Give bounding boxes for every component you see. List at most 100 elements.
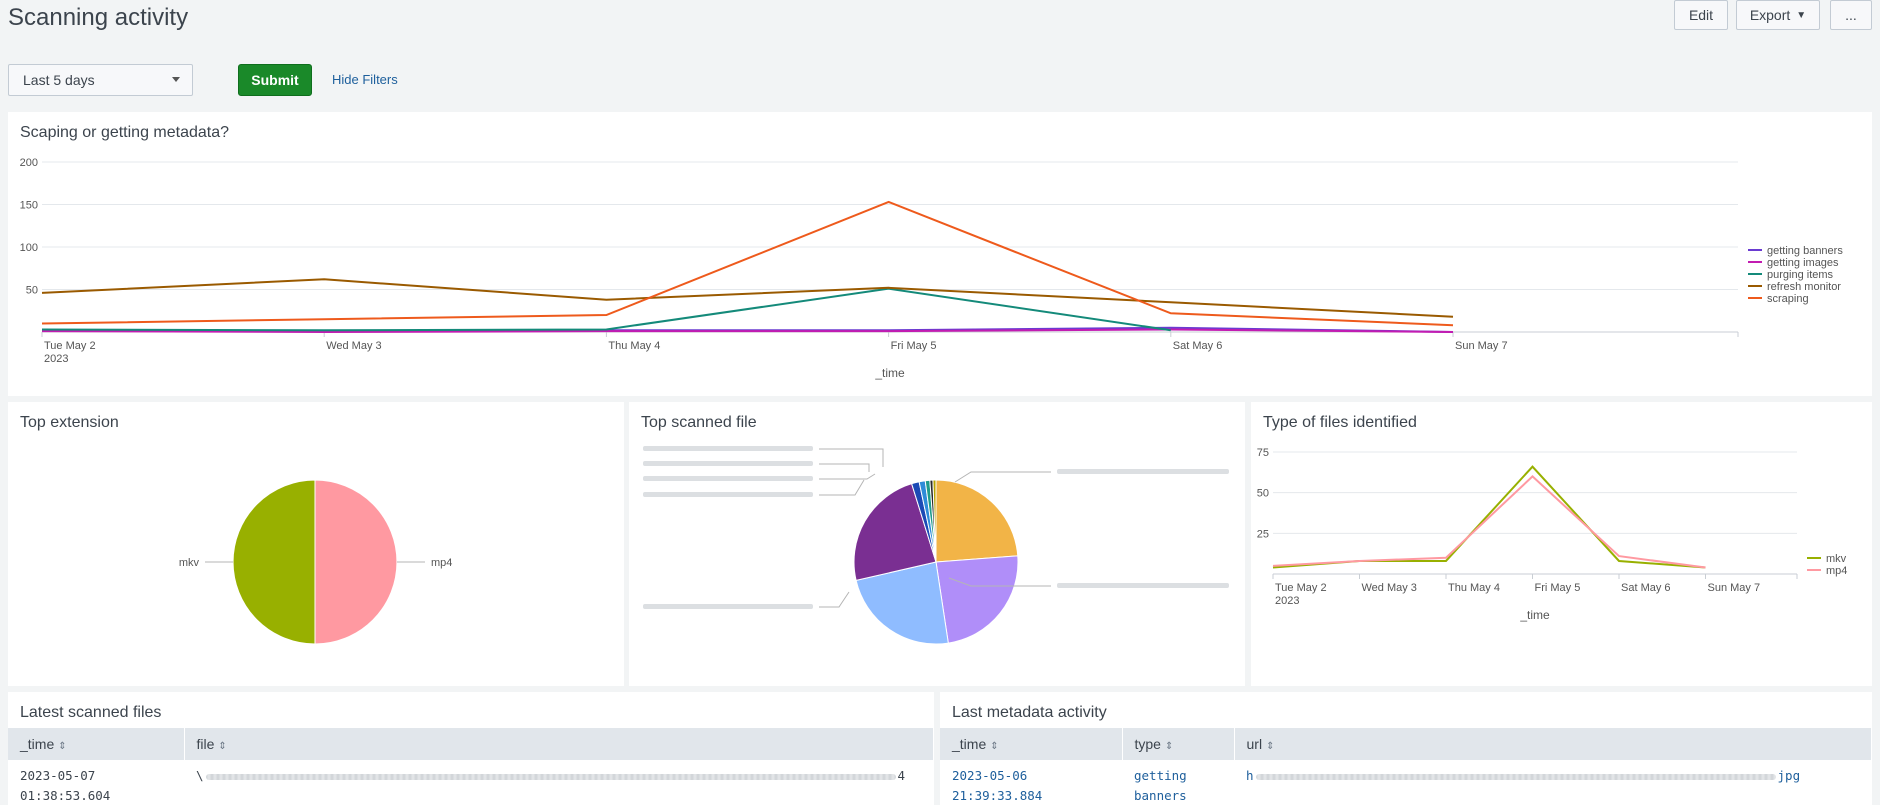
table-row[interactable]: 2023-05-07 01:38:53.604 \ 4 <box>8 760 934 805</box>
x-tick-label: Thu May 4 <box>1448 582 1500 594</box>
column-label: url <box>1246 736 1263 752</box>
submit-button[interactable]: Submit <box>238 64 312 96</box>
series-line-getting-images <box>41 328 1454 334</box>
redacted-text <box>205 773 896 780</box>
panel-title: Top extension <box>20 414 119 431</box>
y-tick-label: 50 <box>1257 488 1269 500</box>
extension-pie-chart: mp4 mkv <box>179 479 452 645</box>
redacted-label <box>643 446 813 451</box>
y-tick-label: 150 <box>20 200 38 212</box>
legend-label: purging items <box>1767 269 1834 281</box>
x-tick-label: Fri May 5 <box>891 340 937 352</box>
url-suffix[interactable]: jpg <box>1777 768 1801 783</box>
pie-slice-mp4 <box>314 479 398 645</box>
time-date: 2023-05-07 <box>20 768 96 783</box>
scanned-file-pie-chart <box>643 446 1229 645</box>
y-tick-label: 75 <box>1257 447 1269 459</box>
redacted-label <box>1057 583 1229 588</box>
x-tick-label: Fri May 5 <box>1535 582 1581 594</box>
legend-label: mkv <box>1826 553 1847 565</box>
latest-files-panel: Latest scanned files _time ⇕ file ⇕ 2023-0… <box>8 692 934 805</box>
more-button[interactable]: ... <box>1830 0 1872 30</box>
series-line-refresh-monitor <box>41 278 1454 318</box>
leader-line <box>819 473 876 480</box>
sort-icon: ⇕ <box>58 741 67 752</box>
leader-line <box>954 471 1051 483</box>
time-clock[interactable]: 21:39:33.884 <box>952 788 1043 803</box>
pie-slice <box>855 561 949 645</box>
page-title: Scanning activity <box>8 4 189 31</box>
redacted-label <box>1057 469 1229 474</box>
pie-label: mp4 <box>431 557 452 569</box>
pie-slice <box>932 479 937 563</box>
metadata-panel: Last metadata activity _time ⇕ type ⇕ url ⇕… <box>940 692 1872 805</box>
series-line-mp4 <box>1272 475 1706 569</box>
column-label: type <box>1134 736 1161 752</box>
redacted-label <box>643 461 813 466</box>
x-tick-label: Sat May 6 <box>1173 340 1223 352</box>
export-label: Export <box>1749 7 1791 23</box>
column-header-time[interactable]: _time ⇕ <box>940 728 1123 760</box>
extension-panel: Top extension mp4 mkv <box>8 402 624 686</box>
file-types-panel: Type of files identified 25 50 75 Tue May 2… <box>1251 402 1872 686</box>
x-axis-title: _time <box>1519 608 1550 622</box>
caret-down-icon: ▼ <box>1796 9 1807 21</box>
submit-label: Submit <box>251 72 299 88</box>
type-line2[interactable]: banners <box>1134 788 1187 803</box>
redacted-label <box>643 476 813 481</box>
panel-title: Scaping or getting metadata? <box>20 124 230 141</box>
x-tick-label: Tue May 2 <box>44 340 96 352</box>
file-prefix: \ <box>196 768 204 783</box>
panel-title: Last metadata activity <box>952 704 1107 721</box>
redacted-label <box>643 604 813 609</box>
column-header-url[interactable]: url ⇕ <box>1234 728 1872 760</box>
pie-slice-mkv <box>232 479 316 645</box>
leader-line <box>819 448 884 467</box>
pie-slice <box>935 479 1019 563</box>
x-tick-label: Tue May 2 <box>1275 582 1327 594</box>
legend-label: getting images <box>1767 257 1839 269</box>
leader-line <box>948 577 1051 587</box>
pie-slice <box>935 555 1019 644</box>
url-cell: h jpg <box>1234 760 1872 805</box>
leader-line <box>819 591 850 608</box>
legend-label: refresh monitor <box>1767 281 1841 293</box>
series-line-scraping <box>41 200 1454 327</box>
leader-line <box>819 463 870 472</box>
file-types-line-chart: 25 50 75 Tue May 2 Wed May 3 Thu May 4 Fri May… <box>1257 447 1848 622</box>
x-year-label: 2023 <box>1275 595 1299 607</box>
x-axis-title: _time <box>874 366 905 380</box>
type-line1[interactable]: getting <box>1134 768 1187 783</box>
sort-icon: ⇕ <box>1266 741 1275 752</box>
edit-label: Edit <box>1688 7 1714 23</box>
redacted-text <box>1255 773 1776 780</box>
legend-label: mp4 <box>1826 565 1847 577</box>
export-button[interactable]: Export ▼ <box>1736 0 1820 30</box>
pie-slice <box>853 483 937 581</box>
caret-down-icon <box>172 77 180 82</box>
x-tick-label: Sun May 7 <box>1455 340 1508 352</box>
panel-title: Type of files identified <box>1263 414 1417 431</box>
y-tick-label: 25 <box>1257 528 1269 540</box>
type-cell: getting banners <box>1122 760 1234 805</box>
time-clock: 01:38:53.604 <box>20 788 111 803</box>
legend-label: scraping <box>1767 293 1809 305</box>
column-header-time[interactable]: _time ⇕ <box>8 728 185 760</box>
x-year-label: 2023 <box>44 353 68 365</box>
column-label: _time <box>952 736 987 752</box>
edit-button[interactable]: Edit <box>1674 0 1728 30</box>
time-date[interactable]: 2023-05-06 <box>952 768 1028 783</box>
column-header-type[interactable]: type ⇕ <box>1122 728 1235 760</box>
legend-label: getting banners <box>1767 245 1843 257</box>
table-row[interactable]: 2023-05-06 21:39:33.884 getting banners h j… <box>940 760 1872 805</box>
time-range-picker[interactable]: Last 5 days <box>8 64 193 96</box>
scraping-line-chart: 50 100 150 200 Tue May 2 Wed May 3 Thu May 4 Fr… <box>20 157 1844 380</box>
file-cell: \ 4 <box>184 760 934 805</box>
column-header-file[interactable]: file ⇕ <box>184 728 934 760</box>
x-tick-label: Sat May 6 <box>1621 582 1671 594</box>
url-prefix[interactable]: h <box>1246 768 1254 783</box>
hide-filters-link[interactable]: Hide Filters <box>332 72 398 87</box>
y-tick-label: 100 <box>20 242 38 254</box>
column-label: file <box>196 736 215 752</box>
x-tick-label: Wed May 3 <box>1362 582 1417 594</box>
